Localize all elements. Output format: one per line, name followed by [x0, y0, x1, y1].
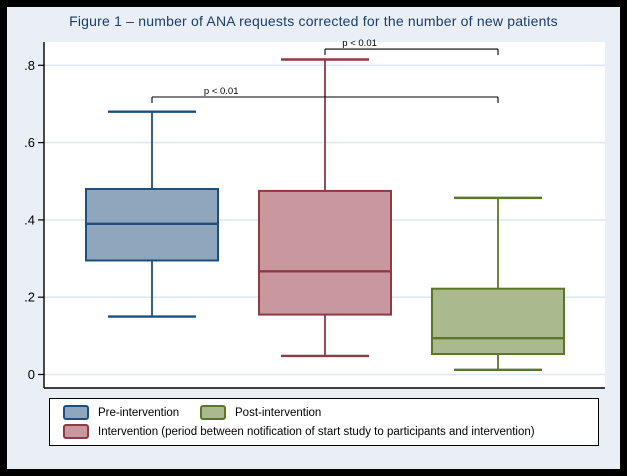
- legend-row: Intervention (period between notificatio…: [63, 422, 598, 441]
- legend-swatch-intervention-icon: [63, 424, 89, 439]
- legend-item-post: Post-intervention: [200, 405, 337, 420]
- y-tick-label: .4: [24, 212, 35, 227]
- box-pre: [85, 110, 219, 318]
- iqr-box: [258, 189, 392, 316]
- box-post: [431, 196, 565, 372]
- significance-bracket: p < 0.01: [151, 86, 499, 103]
- iqr-box: [431, 287, 565, 356]
- legend-swatch-pre-icon: [63, 405, 89, 420]
- legend-label-post: Post-intervention: [235, 406, 322, 419]
- y-tick-label: .6: [24, 135, 35, 150]
- figure-title: Figure 1 – number of ANA requests correc…: [69, 13, 558, 29]
- legend-swatch-post-icon: [200, 405, 226, 420]
- y-tick-label: .2: [24, 290, 35, 305]
- legend: Pre-intervention Post-intervention Interve…: [49, 398, 599, 446]
- significance-bracket: p < 0.01: [324, 38, 499, 56]
- box-intervention: [258, 58, 392, 358]
- y-tick-label: .8: [24, 58, 35, 73]
- figure-canvas: Figure 1 – number of ANA requests correc…: [7, 7, 620, 469]
- legend-label-intervention: Intervention (period between notificatio…: [98, 425, 535, 438]
- legend-label-pre: Pre-intervention: [98, 406, 180, 419]
- y-tick-label: 0: [28, 367, 35, 382]
- legend-item-pre: Pre-intervention: [63, 405, 200, 420]
- legend-item-intervention: Intervention (period between notificatio…: [63, 424, 535, 439]
- legend-row: Pre-intervention Post-intervention: [63, 403, 598, 422]
- boxplot: 0 .2 .4 .6 .8 p < 0.01 p < 0.01: [24, 38, 605, 389]
- p-value-label: p < 0.01: [204, 86, 239, 97]
- p-value-label: p < 0.01: [342, 38, 377, 49]
